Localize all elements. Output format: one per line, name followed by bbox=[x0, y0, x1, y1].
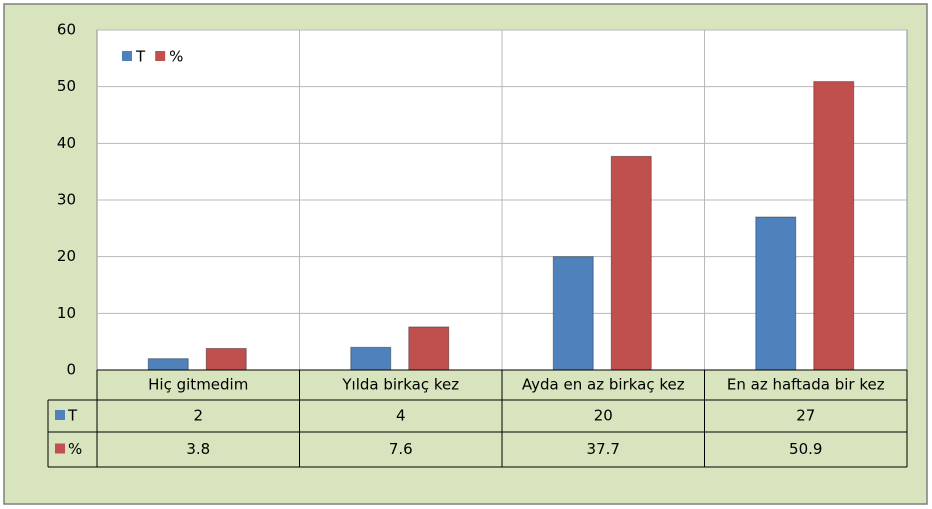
y-tick-label: 50 bbox=[57, 77, 76, 95]
y-tick-label: 20 bbox=[57, 247, 76, 265]
x-tick-label: Yılda birkaç kez bbox=[341, 376, 459, 394]
table-value: 7.6 bbox=[389, 440, 413, 458]
bar bbox=[350, 346, 392, 371]
y-tick-label: 10 bbox=[57, 304, 76, 322]
bar bbox=[813, 81, 855, 371]
x-tick-label: Ayda en az birkaç kez bbox=[522, 376, 685, 394]
y-tick-label: 0 bbox=[66, 361, 76, 379]
y-tick-label: 30 bbox=[57, 191, 76, 209]
legend-label: T bbox=[135, 48, 146, 66]
table-value: 3.8 bbox=[186, 440, 210, 458]
bar bbox=[408, 326, 450, 371]
table-legend-label: T bbox=[67, 407, 78, 425]
table-value: 4 bbox=[396, 407, 406, 425]
bar bbox=[610, 155, 652, 371]
y-tick-label: 60 bbox=[57, 21, 76, 39]
legend-swatch bbox=[155, 51, 166, 61]
table-legend-swatch bbox=[55, 443, 65, 454]
table-value: 27 bbox=[796, 407, 815, 425]
bar bbox=[552, 256, 594, 371]
bar bbox=[755, 216, 797, 371]
table-legend-swatch bbox=[55, 410, 65, 420]
bar bbox=[147, 358, 189, 371]
table-legend-label: % bbox=[68, 440, 82, 458]
table-value: 50.9 bbox=[789, 440, 822, 458]
table-value: 20 bbox=[594, 407, 613, 425]
legend-label: % bbox=[169, 48, 183, 66]
bar bbox=[205, 347, 247, 371]
x-tick-label: Hiç gitmedim bbox=[148, 376, 248, 394]
table-value: 37.7 bbox=[587, 440, 620, 458]
table-value: 2 bbox=[193, 407, 203, 425]
legend-swatch bbox=[122, 51, 132, 61]
x-tick-label: En az haftada bir kez bbox=[727, 376, 885, 394]
y-tick-label: 40 bbox=[57, 134, 76, 152]
